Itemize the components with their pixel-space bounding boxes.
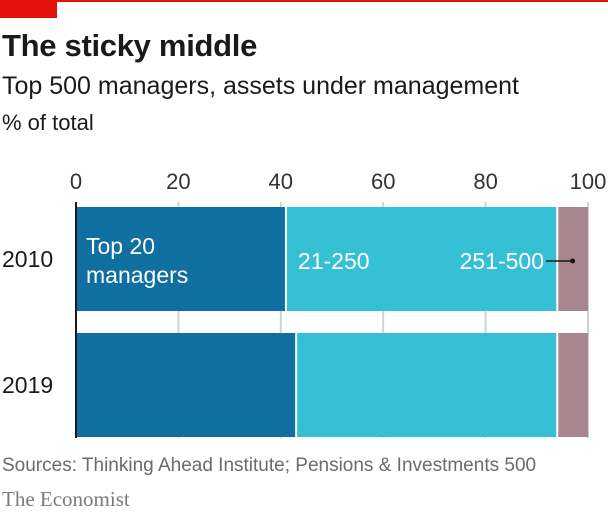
category-label: 2019 xyxy=(2,372,53,398)
x-tick-label: 60 xyxy=(371,169,395,194)
category-label: 2010 xyxy=(2,246,53,272)
chart-subtitle: Top 500 managers, assets under managemen… xyxy=(2,72,519,100)
bar-segment xyxy=(285,207,558,311)
source-note: Sources: Thinking Ahead Institute; Pensi… xyxy=(2,455,537,476)
x-tick-label: 0 xyxy=(70,169,82,194)
series-label: managers xyxy=(86,262,188,288)
leader-dot xyxy=(570,258,576,264)
brand-tag xyxy=(0,0,57,18)
unit-label: % of total xyxy=(2,110,94,135)
brand-wordmark: The Economist xyxy=(2,487,130,511)
bar-segment xyxy=(76,207,286,311)
bar-segment xyxy=(76,333,297,437)
stacked-bar-chart: 0 20 40 60 80 100 2010 2019 Top 20 managers 21-250… xyxy=(2,169,607,438)
series-label: 251-500 xyxy=(460,248,544,274)
x-tick-label: 40 xyxy=(269,169,293,194)
x-tick-label: 80 xyxy=(473,169,497,194)
top-rule xyxy=(0,0,608,2)
x-tick-label: 100 xyxy=(570,169,607,194)
series-label: 21-250 xyxy=(298,248,370,274)
x-tick-label: 20 xyxy=(166,169,190,194)
bar-segment xyxy=(557,333,588,437)
chart-title: The sticky middle xyxy=(2,28,258,63)
series-label: Top 20 xyxy=(86,233,155,259)
bar-segment xyxy=(296,333,558,437)
